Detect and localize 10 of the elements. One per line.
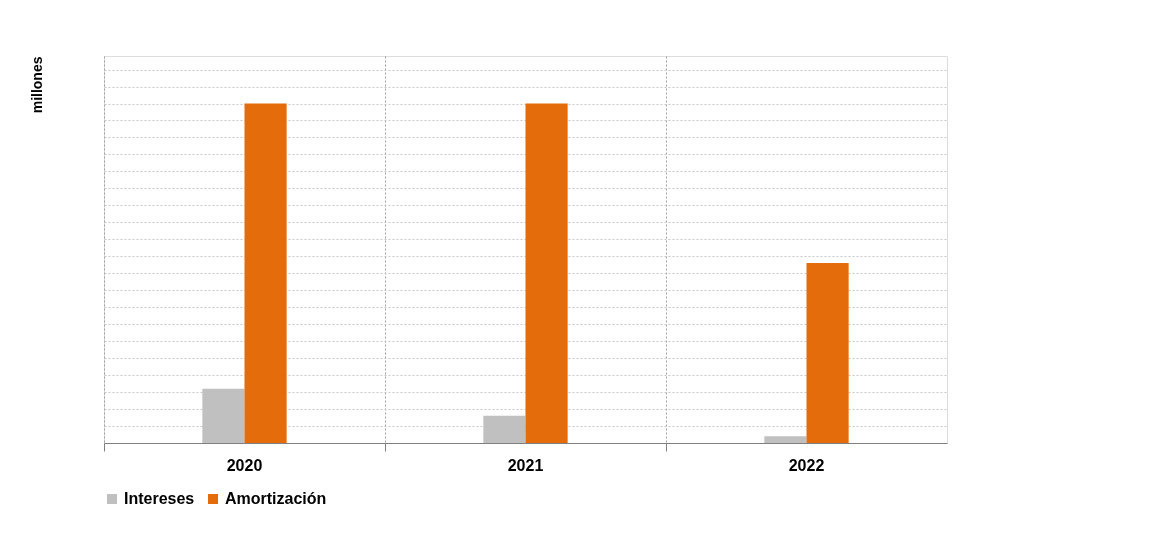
x-tick-label: 2022 xyxy=(788,456,825,474)
legend-label: Intereses xyxy=(124,490,195,507)
x-tick-label: 2020 xyxy=(226,456,263,474)
bar xyxy=(764,436,807,443)
y-axis-title: millones xyxy=(28,56,45,114)
x-tick-label: 2021 xyxy=(507,456,544,474)
bar xyxy=(525,103,568,443)
bar xyxy=(806,263,849,443)
bar xyxy=(244,103,287,443)
legend-label: Amortización xyxy=(225,490,327,507)
